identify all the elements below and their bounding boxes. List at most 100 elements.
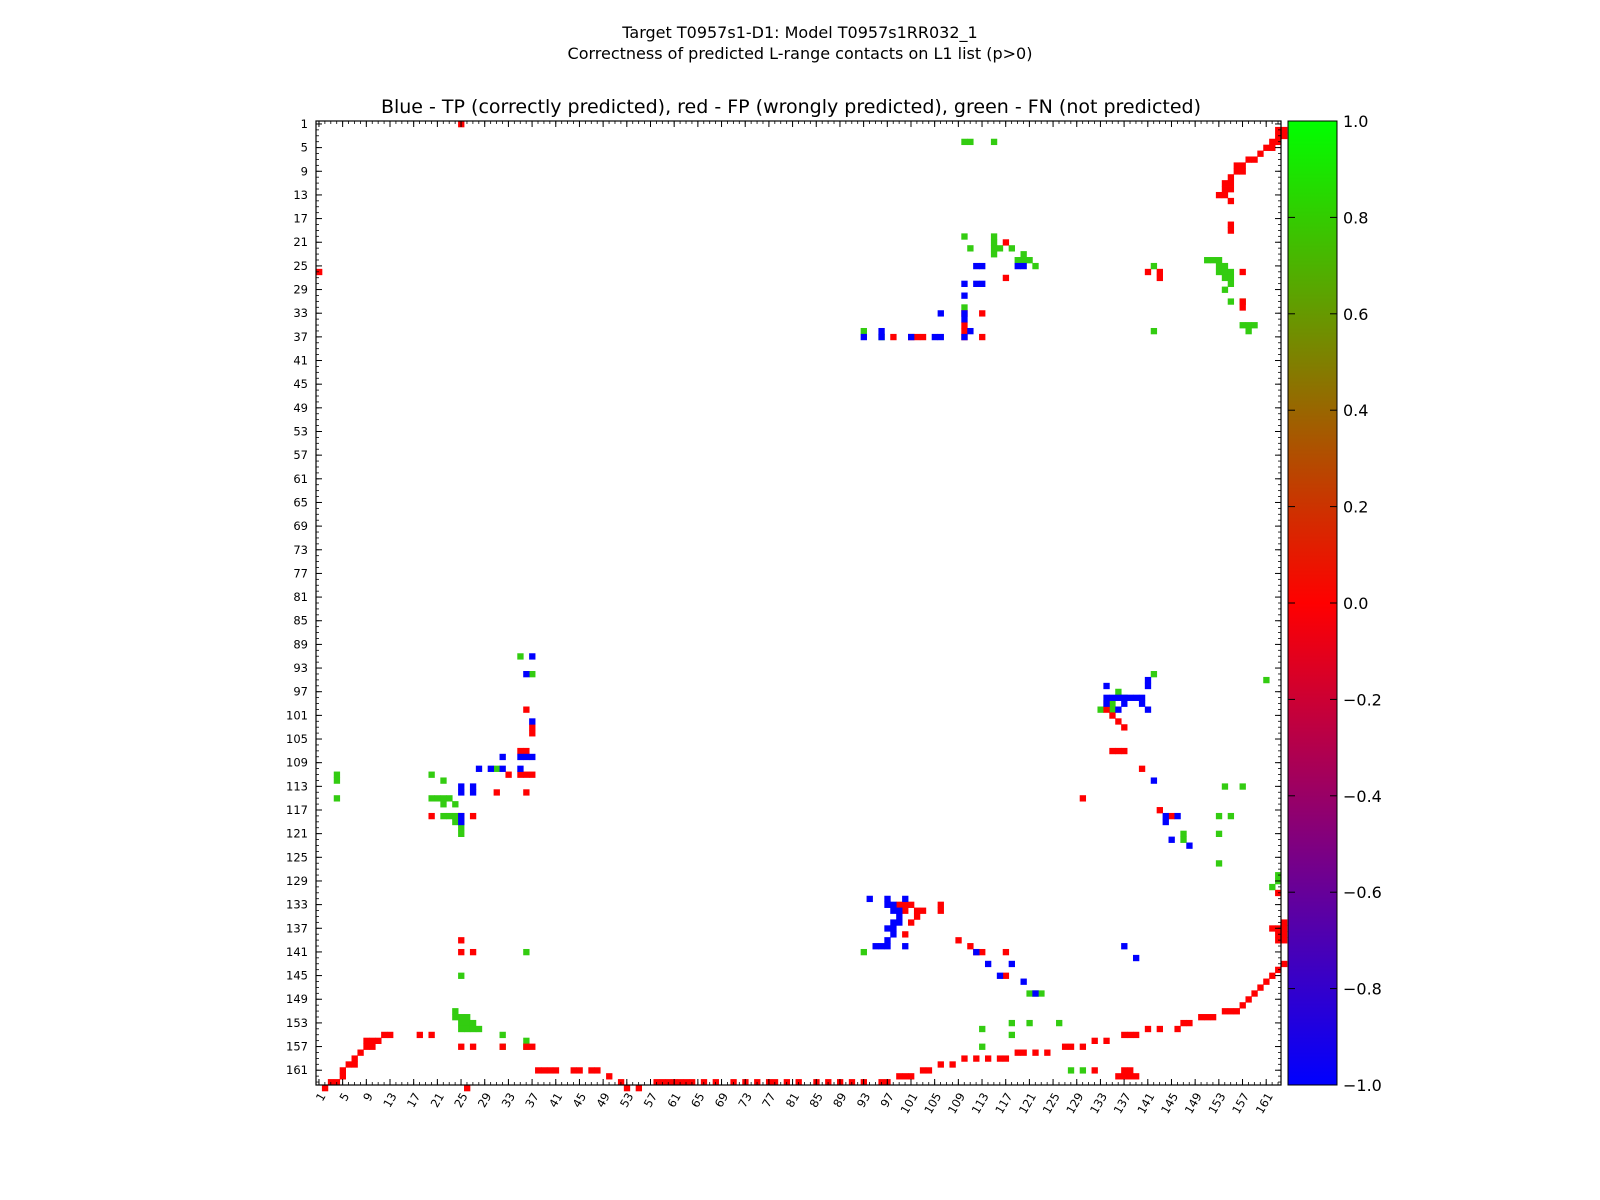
contact-cell-tp bbox=[475, 765, 483, 772]
contact-cell-tp bbox=[1144, 706, 1152, 713]
contact-cell-tp bbox=[884, 901, 891, 908]
contact-cell-fn bbox=[979, 1025, 986, 1033]
contact-cell-fp bbox=[1233, 168, 1240, 175]
x-tick-label: 141 bbox=[1134, 1090, 1157, 1116]
contact-cell-fn bbox=[1221, 262, 1229, 270]
contact-cell-fp bbox=[1281, 919, 1288, 926]
contact-cell-fp bbox=[1245, 996, 1252, 1003]
contact-cell-fp bbox=[363, 1037, 370, 1044]
contact-cell-fp bbox=[1127, 1073, 1134, 1080]
contact-cell-fp bbox=[464, 1085, 471, 1092]
contact-cell-fn bbox=[1008, 1019, 1015, 1027]
contact-cell-tp bbox=[517, 753, 524, 761]
contact-cell-fn bbox=[1020, 251, 1027, 258]
y-tick-label: 133 bbox=[286, 898, 308, 912]
contact-cell-fn bbox=[493, 765, 500, 772]
x-tick-label: 25 bbox=[451, 1090, 470, 1110]
colorbar-tick-label: −0.4 bbox=[1343, 787, 1382, 806]
contact-cell-fn bbox=[529, 671, 536, 678]
contact-cell-fp bbox=[523, 706, 530, 713]
contact-cell-fp bbox=[1233, 1008, 1240, 1015]
contact-cell-fn bbox=[1263, 676, 1270, 684]
contact-cell-tp bbox=[458, 812, 465, 820]
contact-cell-fp bbox=[896, 1073, 903, 1080]
y-tick-label: 93 bbox=[293, 661, 308, 675]
contact-cell-fp bbox=[1156, 1025, 1163, 1033]
contact-cell-fn bbox=[333, 777, 341, 784]
contact-cell-fn bbox=[1215, 257, 1223, 264]
contact-cell-fn bbox=[428, 771, 435, 778]
contact-cell-fp bbox=[428, 812, 435, 820]
contact-cell-fp bbox=[351, 1061, 358, 1068]
contact-cell-tp bbox=[908, 333, 915, 341]
contact-cell-fp bbox=[1121, 747, 1128, 755]
contact-cell-fp bbox=[529, 730, 536, 737]
contact-cell-fp bbox=[381, 1031, 388, 1039]
x-tick-label: 77 bbox=[759, 1090, 778, 1110]
contact-cell-fn bbox=[1067, 1067, 1075, 1074]
contact-cell-fn bbox=[990, 251, 998, 258]
contact-cell-fp bbox=[961, 327, 968, 335]
contact-cell-fp bbox=[1132, 1073, 1140, 1080]
contact-cell-tp bbox=[973, 280, 980, 287]
contact-cell-tp bbox=[890, 925, 897, 932]
y-tick-label: 81 bbox=[293, 590, 308, 604]
contact-cell-fp bbox=[345, 1061, 352, 1068]
contact-cell-fp bbox=[387, 1031, 394, 1039]
x-tick-label: 81 bbox=[783, 1090, 802, 1110]
contact-cell-tp bbox=[979, 262, 986, 270]
contact-cell-fp bbox=[1263, 144, 1270, 151]
y-tick-label: 89 bbox=[293, 637, 308, 651]
contact-cell-fp bbox=[469, 1043, 477, 1050]
contact-cell-fp bbox=[1245, 156, 1252, 163]
x-tick-label: 21 bbox=[428, 1090, 447, 1110]
contact-cell-tp bbox=[1144, 682, 1152, 690]
contact-cell-tp bbox=[961, 292, 968, 299]
contact-cell-fp bbox=[469, 812, 477, 820]
contact-cell-fp bbox=[1281, 960, 1288, 968]
contact-cell-fp bbox=[375, 1037, 382, 1044]
contact-cell-tp bbox=[523, 753, 530, 761]
x-tick-label: 129 bbox=[1063, 1090, 1086, 1116]
contact-cell-fn bbox=[1056, 1019, 1063, 1027]
contact-cell-fn bbox=[1150, 262, 1158, 270]
y-tick-label: 77 bbox=[293, 566, 308, 580]
contact-cell-tp bbox=[967, 327, 974, 335]
contact-cell-tp bbox=[1150, 777, 1158, 784]
contact-cell-tp bbox=[1168, 836, 1175, 843]
contact-cell-tp bbox=[1032, 990, 1039, 997]
contact-cell-fp bbox=[316, 268, 323, 276]
contact-cell-fn bbox=[1109, 700, 1116, 707]
contact-cell-tp bbox=[884, 895, 891, 903]
contact-cell-tp bbox=[902, 943, 909, 950]
y-tick-label: 45 bbox=[293, 377, 308, 391]
contact-cell-tp bbox=[469, 783, 477, 790]
y-tick-label: 105 bbox=[286, 732, 308, 746]
contact-cell-fp bbox=[1227, 1008, 1235, 1015]
x-tick-label: 89 bbox=[830, 1090, 849, 1110]
contact-cell-fn bbox=[440, 801, 447, 808]
contact-cell-fp bbox=[1251, 156, 1258, 163]
contact-cell-fp bbox=[1168, 812, 1175, 820]
contact-cell-tp bbox=[487, 765, 495, 772]
contact-cell-fn bbox=[1245, 322, 1252, 329]
contact-cell-fp bbox=[919, 1067, 927, 1074]
contact-cell-fn bbox=[979, 1043, 986, 1050]
contact-cell-fn bbox=[1215, 860, 1223, 867]
contact-cell-fn bbox=[1008, 245, 1015, 252]
y-tick-label: 113 bbox=[286, 779, 308, 793]
y-tick-label: 25 bbox=[293, 259, 308, 273]
contact-cell-fp bbox=[493, 789, 500, 796]
contact-cell-fn bbox=[1227, 274, 1235, 282]
contact-cell-fn bbox=[967, 138, 974, 146]
contact-cell-fp bbox=[919, 907, 927, 914]
contact-cell-fp bbox=[606, 1073, 613, 1080]
contact-cell-tp bbox=[1132, 694, 1140, 701]
colorbar-tick-label: 0.2 bbox=[1343, 498, 1368, 517]
contact-cell-tp bbox=[878, 943, 885, 950]
contact-cell-fp bbox=[1144, 1025, 1152, 1033]
contact-cell-fn bbox=[517, 653, 524, 660]
contact-cell-tp bbox=[937, 310, 944, 317]
y-tick-label: 97 bbox=[293, 685, 308, 699]
